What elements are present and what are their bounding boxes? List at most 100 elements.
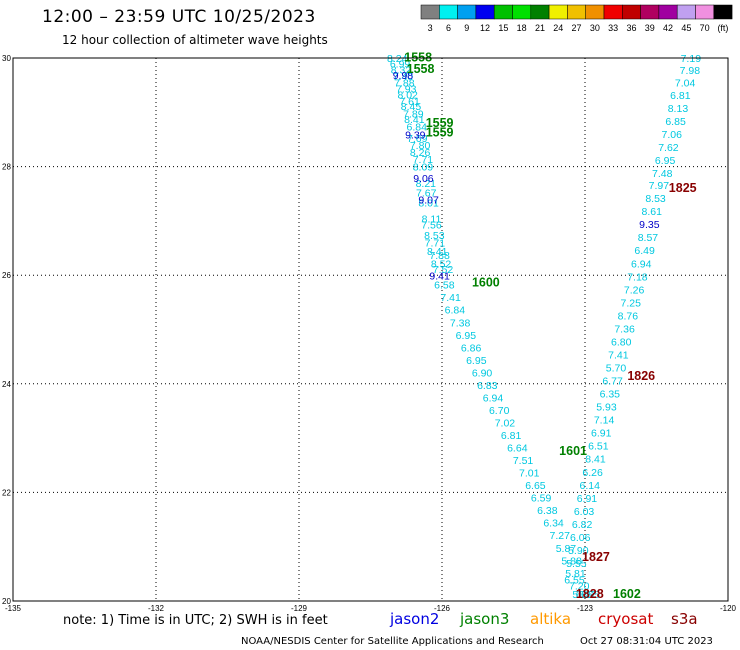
swh-label: 5.66 — [572, 589, 593, 601]
colorbar-label: 12 — [480, 23, 490, 33]
colorbar-label: 39 — [645, 23, 655, 33]
swh-label: 6.91 — [591, 428, 612, 440]
colorbar-swatch — [658, 4, 678, 20]
swh-label: 6.64 — [507, 442, 528, 454]
swh-label: 8.45 — [401, 101, 422, 113]
y-tick-label: 20 — [2, 597, 11, 606]
swh-label: 7.41 — [608, 349, 629, 361]
swh-label: 8.11 — [422, 214, 442, 226]
colorbar-label: 24 — [553, 23, 563, 33]
swh-label: 7.27 — [550, 530, 571, 542]
swh-label: 9.41 — [429, 271, 450, 283]
swh-label: 6.95 — [466, 355, 487, 367]
colorbar-label: 27 — [572, 23, 582, 33]
y-tick-label: 30 — [2, 54, 11, 63]
swh-label: 8.26 — [410, 147, 431, 159]
legend-jason3: jason3 — [460, 610, 510, 628]
colorbar-label: 6 — [446, 23, 451, 33]
axis-ticks: -135 -132 -129 -126 -123 -120 20 22 24 26 28 30 — [2, 54, 737, 613]
plot-frame — [12, 57, 729, 602]
swh-label: 6.94 — [483, 392, 504, 404]
swh-label: 7.98 — [680, 65, 701, 77]
swh-label: 6.82 — [572, 519, 593, 531]
swh-label: 9.07 — [418, 195, 439, 207]
swh-label: 6.95 — [655, 155, 676, 167]
colorbar-label: 33 — [608, 23, 618, 33]
swh-label: 6.90 — [472, 367, 493, 379]
swh-label: 8.57 — [638, 232, 659, 244]
y-tick-label: 26 — [2, 271, 11, 280]
swh-label: 6.91 — [577, 493, 598, 505]
colorbar-swatch — [493, 4, 513, 20]
swh-label: 6.34 — [543, 517, 564, 529]
chart-subtitle: 12 hour collection of altimeter wave hei… — [62, 33, 328, 47]
footer-timestamp: Oct 27 08:31:04 UTC 2023 — [580, 636, 713, 647]
legend-cryosat: cryosat — [598, 610, 654, 628]
swh-label: 8.21 — [416, 178, 437, 190]
swh-label: 8.02 — [397, 89, 418, 101]
swh-label: 7.69 — [407, 133, 428, 145]
x-tick-label: -120 — [720, 604, 737, 613]
swh-label: 5.95 — [580, 589, 601, 601]
swh-label: 8.09 — [413, 162, 434, 174]
y-tick-label: 28 — [2, 163, 11, 172]
legend-s3a: s3a — [671, 610, 698, 628]
swh-label: 7.88 — [429, 250, 450, 262]
colorbar-swatch — [622, 4, 641, 20]
swh-label: 6.58 — [434, 279, 455, 291]
swh-label: 5.93 — [596, 402, 617, 414]
footer-credit: NOAA/NESDIS Center for Satellite Applica… — [241, 636, 544, 647]
swh-label: 6.84 — [407, 121, 428, 133]
swh-label: 6.94 — [631, 258, 652, 270]
swh-label: 6.51 — [588, 441, 609, 453]
swh-label: 9.06 — [413, 173, 434, 185]
swh-label: 7.93 — [396, 83, 417, 95]
swh-label: 6.06 — [570, 532, 591, 544]
swh-label: 7.06 — [662, 129, 683, 141]
swh-label: 6.17 — [576, 589, 597, 601]
grid-lines — [13, 58, 728, 601]
x-tick-label: -129 — [291, 604, 308, 613]
colorbar-swatch — [457, 4, 477, 20]
swh-label: 6.81 — [501, 430, 522, 442]
swh-label: 6.81 — [670, 90, 691, 102]
swh-label: 7.71 — [425, 238, 446, 250]
swh-label: 8.13 — [668, 103, 689, 115]
colorbar-legend: 3 6 9 12 15 18 21 24 27 30 33 36 39 42 45 70 (ft) — [420, 4, 733, 33]
colorbar-swatch — [676, 4, 696, 20]
swh-label: 8.52 — [431, 258, 452, 270]
swh-label: 6.55 — [564, 574, 585, 586]
swh-label: 8.24 — [387, 53, 408, 65]
pass-time-label: 1558 — [404, 50, 432, 64]
swh-label: 7.41 — [440, 292, 461, 304]
swh-label: 7.71 — [413, 154, 434, 166]
legend-altika: altika — [530, 610, 572, 628]
swh-label: 6.84 — [445, 304, 466, 316]
swh-label: 8.61 — [642, 206, 663, 218]
swh-label: 6.95 — [456, 330, 477, 342]
swh-label: 7.01 — [519, 467, 540, 479]
colorbar-label: 36 — [626, 23, 636, 33]
swh-label: 7.20 — [569, 580, 590, 592]
swh-label: 7.51 — [513, 455, 534, 467]
legend-jason2: jason2 — [390, 610, 440, 628]
pass-time-label: 1601 — [559, 444, 587, 458]
swh-label: 6.59 — [531, 492, 552, 504]
chart-title: 12:00 – 23:59 UTC 10/25/2023 — [42, 7, 316, 27]
x-tick-label: -126 — [434, 604, 451, 613]
data-marks: 8.248.327.888.028.458.417.698.268.098.21… — [387, 50, 701, 601]
pass-time-label: 1602 — [613, 587, 641, 601]
swh-label: 8.01 — [418, 197, 439, 209]
x-tick-label: -132 — [148, 604, 165, 613]
y-tick-label: 22 — [2, 488, 11, 497]
swh-label: 5.70 — [606, 363, 627, 375]
colorbar-label: 45 — [681, 23, 691, 33]
swh-label: 7.89 — [403, 108, 424, 120]
swh-label: 8.41 — [585, 454, 606, 466]
swh-label: 7.02 — [495, 417, 516, 429]
colorbar-label: 18 — [517, 23, 527, 33]
x-tick-label: -135 — [5, 604, 22, 613]
swh-label: 7.61 — [399, 96, 420, 108]
swh-label: 7.04 — [675, 77, 696, 89]
swh-label: 7.88 — [394, 77, 415, 89]
